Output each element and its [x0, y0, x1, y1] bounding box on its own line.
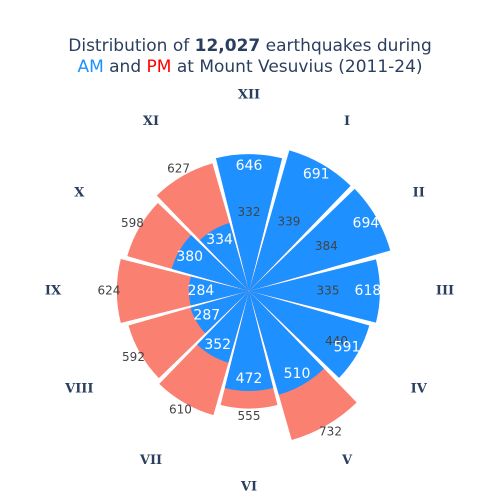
hour-label-VIII: VIII	[64, 382, 93, 397]
title-total: 12,027	[195, 36, 261, 56]
hour-label-II: II	[413, 186, 425, 201]
hour-label-I: I	[344, 114, 350, 129]
am-bar-III	[249, 259, 380, 323]
pm-value-label-VIII: 592	[122, 350, 145, 364]
pm-value-label-III: 335	[316, 284, 339, 298]
am-bar-I	[249, 150, 351, 291]
pm-value-label-II: 384	[315, 239, 338, 253]
hour-label-III: III	[436, 284, 454, 299]
pm-value-label-VI: 555	[238, 409, 261, 423]
pm-value-labels: 332 339 384 335 440 732 555 610 592 624 598 627	[97, 162, 348, 439]
hour-label-IV: IV	[411, 382, 428, 397]
pm-value-label-VII: 610	[169, 402, 192, 416]
am-bar-VI	[224, 291, 274, 391]
title-prefix: Distribution of	[68, 36, 194, 56]
am-value-label-II: 694	[353, 216, 380, 232]
title-am: AM	[77, 57, 103, 77]
title-location: at Mount Vesuvius (2011-24)	[171, 57, 422, 77]
hour-label-IX: IX	[45, 284, 62, 299]
title-suffix: earthquakes during	[260, 36, 432, 56]
pm-bar-IX	[116, 259, 249, 323]
pm-value-label-IV: 440	[325, 334, 348, 348]
am-bar-VII	[197, 291, 249, 363]
am-value-label-I: 691	[303, 167, 330, 183]
chart-title-line-1: Distribution of 12,027 earthquakes durin…	[68, 36, 431, 56]
am-value-label-VII: 352	[204, 337, 231, 353]
am-value-label-XII: 646	[236, 158, 263, 174]
am-value-label-VIII: 287	[193, 307, 220, 323]
am-bar-II	[249, 188, 391, 291]
hour-label-XII: XII	[238, 88, 260, 103]
am-value-label-VI: 472	[236, 371, 263, 387]
am-bar-V	[249, 291, 325, 395]
am-value-label-IV: 591	[334, 340, 361, 356]
am-value-label-XI: 334	[206, 232, 233, 248]
hour-label-XI: XI	[143, 114, 159, 129]
pm-value-label-V: 732	[319, 425, 342, 439]
am-value-label-X: 380	[176, 249, 203, 265]
am-bar-XII	[215, 154, 283, 291]
title-pm: PM	[147, 57, 172, 77]
pm-value-label-IX: 624	[97, 284, 120, 298]
hour-label-V: V	[341, 453, 353, 468]
pm-value-label-X: 598	[121, 216, 144, 230]
am-series	[171, 150, 391, 395]
am-bar-IX	[188, 276, 249, 306]
am-bar-IV	[249, 291, 370, 378]
am-value-label-IX: 284	[188, 283, 215, 299]
hour-label-VI: VI	[240, 480, 257, 495]
hour-label-VII: VII	[139, 453, 162, 468]
am-bar-VIII	[190, 291, 249, 334]
title-and: and	[104, 57, 147, 77]
pm-value-label-I: 339	[277, 214, 300, 228]
pm-value-label-XI: 627	[167, 162, 190, 176]
pm-value-label-XII: 332	[238, 205, 261, 219]
am-value-label-III: 618	[355, 283, 382, 299]
chart-title-line-2: AM and PM at Mount Vesuvius (2011-24)	[77, 57, 422, 77]
am-value-label-V: 510	[284, 366, 311, 382]
hour-label-X: X	[74, 186, 85, 201]
am-bar-X	[171, 235, 249, 291]
am-bar-XI	[199, 223, 249, 291]
